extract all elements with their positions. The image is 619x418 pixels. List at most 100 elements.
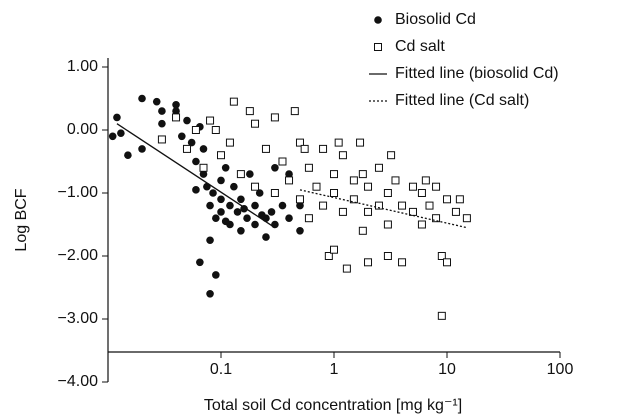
data-point (262, 233, 270, 241)
data-point (209, 189, 217, 197)
data-point (217, 176, 225, 185)
data-point (172, 113, 181, 122)
data-point (230, 182, 238, 191)
data-point (383, 220, 392, 229)
data-point (300, 144, 309, 153)
data-point (172, 107, 180, 115)
data-point (217, 195, 225, 204)
data-point (432, 214, 441, 223)
data-point (356, 138, 365, 147)
data-point (358, 170, 367, 179)
data-point (138, 145, 146, 153)
data-point (206, 236, 214, 245)
data-point (387, 151, 396, 160)
y-tick-label: −3.00 (58, 310, 99, 327)
y-tick-label: −4.00 (58, 373, 99, 390)
data-point (432, 182, 441, 191)
legend-label: Biosolid Cd (395, 11, 476, 28)
data-point (229, 97, 238, 106)
data-point (391, 176, 400, 185)
data-point (304, 163, 313, 172)
data-point (417, 220, 426, 229)
data-point (271, 164, 279, 172)
data-point (267, 208, 276, 216)
data-point (199, 170, 208, 178)
data-point (182, 144, 191, 153)
y-tick-label: 1.00 (67, 58, 98, 75)
data-point (236, 170, 245, 179)
data-point (304, 214, 313, 223)
data-point (117, 129, 125, 137)
data-point (364, 182, 373, 191)
data-point (206, 116, 215, 125)
data-point (225, 138, 234, 147)
data-point (187, 138, 196, 147)
data-point (245, 107, 254, 116)
data-point (124, 151, 132, 159)
fitted-line (116, 123, 276, 229)
data-point (408, 182, 417, 191)
data-point (138, 94, 146, 103)
data-point (285, 176, 294, 185)
data-point (383, 189, 392, 197)
data-point (206, 201, 214, 210)
data-point (338, 151, 347, 160)
data-point (221, 164, 230, 172)
data-point (152, 97, 161, 106)
data-point (278, 201, 287, 210)
data-point (261, 144, 270, 153)
data-point (206, 290, 214, 298)
legend-label: Fitted line (biosolid Cd) (395, 65, 559, 82)
y-tick-label: −2.00 (58, 247, 99, 264)
x-tick-label: 100 (547, 361, 574, 378)
data-point (295, 138, 304, 147)
data-point (319, 144, 328, 153)
data-point (330, 170, 338, 179)
data-point (217, 208, 225, 216)
data-point (157, 135, 166, 144)
data-point (296, 201, 304, 210)
data-point (330, 189, 338, 197)
data-point (178, 132, 186, 141)
data-point (237, 227, 245, 235)
data-point (295, 195, 304, 204)
data-point (443, 258, 451, 267)
data-point (217, 151, 225, 160)
x-axis-label: Total soil Cd concentration [mg kg⁻¹] (204, 397, 462, 414)
data-point (425, 201, 434, 210)
data-point (338, 207, 347, 216)
x-tick-label: 0.1 (210, 361, 232, 378)
data-point (233, 208, 242, 216)
data-point (270, 113, 279, 122)
data-point (237, 195, 245, 204)
data-point (334, 138, 343, 147)
data-point (398, 258, 407, 267)
data-point (364, 258, 373, 267)
x-tick-label: 10 (438, 361, 456, 378)
data-point (312, 182, 321, 191)
data-point (172, 101, 180, 109)
data-point (349, 195, 358, 204)
data-point (462, 214, 471, 223)
data-point (374, 201, 383, 210)
data-point (158, 119, 166, 128)
data-point (251, 182, 260, 191)
data-point (374, 163, 383, 172)
data-point (330, 245, 338, 254)
data-point (398, 201, 407, 210)
data-point (296, 227, 304, 235)
data-point (113, 113, 121, 122)
legend-marker (374, 43, 382, 51)
data-point (319, 201, 328, 210)
data-point (251, 119, 260, 128)
fitted-line (299, 189, 468, 229)
data-point (226, 201, 234, 210)
data-point (196, 258, 204, 267)
data-point (192, 157, 200, 166)
data-point (342, 264, 351, 273)
legend-marker (374, 16, 382, 24)
y-axis-label: Log BCF (13, 188, 30, 251)
data-point (451, 207, 460, 216)
data-point (191, 126, 200, 134)
data-point (251, 201, 259, 210)
